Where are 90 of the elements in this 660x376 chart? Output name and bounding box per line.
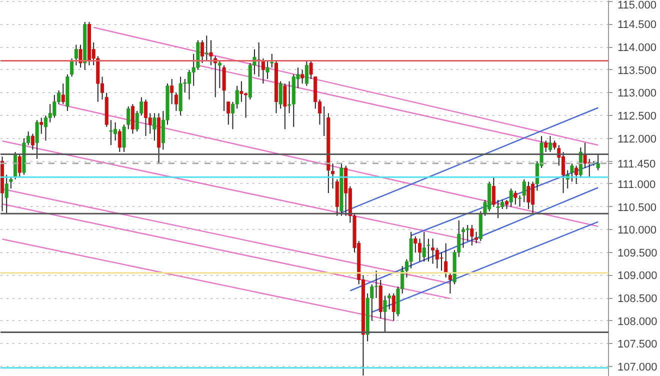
candlestick: [218, 60, 222, 89]
candlestick: [431, 238, 435, 264]
candlestick: [514, 190, 518, 205]
y-tick-label: 108.000: [618, 316, 658, 328]
y-tick-label: 111.000: [618, 178, 656, 191]
y-tick-label: 114.500: [618, 19, 656, 32]
candlestick: [61, 83, 65, 105]
candlestick: [504, 199, 509, 210]
candlestick: [414, 236, 418, 253]
candlestick: [309, 60, 313, 80]
candlestick: [548, 136, 552, 152]
candlestick: [552, 140, 556, 150]
candlestick: [322, 106, 326, 137]
y-tick-label: 113.500: [618, 64, 656, 77]
candlestick: [461, 226, 466, 248]
candlestick: [240, 80, 244, 102]
candlestick: [522, 178, 526, 203]
candlestick: [304, 60, 308, 86]
candlestick: [383, 295, 387, 333]
candlestick: [130, 104, 134, 134]
candlestick: [30, 133, 34, 150]
candlestick: [78, 44, 82, 68]
candlestick: [122, 124, 126, 152]
y-tick-label: 114.000: [618, 42, 656, 54]
y-tick-label: 107.000: [618, 361, 658, 374]
candlestick: [300, 69, 304, 84]
candlestick: [204, 35, 208, 62]
candlestick: [70, 58, 74, 78]
y-tick-label: 109.500: [618, 247, 658, 260]
y-tick-label: 107.500: [618, 338, 658, 351]
candlestick: [440, 252, 444, 272]
candlestick: [574, 165, 578, 184]
candlestick: [330, 162, 335, 189]
candlestick: [561, 151, 566, 194]
candlestick: [509, 188, 513, 208]
y-tick-label: 113.000: [618, 88, 656, 100]
candlestick: [187, 69, 192, 100]
candlestick: [474, 231, 478, 244]
candlestick: [544, 140, 548, 152]
candlestick: [448, 272, 452, 294]
ref-line-label: 111.450: [618, 158, 656, 170]
candlestick: [118, 128, 122, 152]
y-tick-label: 109.000: [618, 270, 658, 282]
candlestick: [144, 99, 148, 137]
candlestick: [174, 92, 178, 112]
candlestick: [235, 85, 239, 110]
candlestick: [9, 176, 13, 189]
candlestick: [496, 199, 500, 219]
candlestick: [418, 238, 422, 262]
candlestick: [492, 176, 496, 208]
candlestick: [392, 292, 396, 322]
candlestick: [200, 40, 204, 64]
candlestick: [74, 44, 78, 66]
candlestick: [409, 231, 413, 269]
candlestick: [278, 80, 282, 110]
candlestick: [266, 60, 270, 80]
candlestick: [35, 120, 39, 160]
candlestick: [222, 64, 226, 112]
candlestick: [152, 112, 156, 142]
candlestick: [518, 194, 522, 208]
candlestick: [374, 270, 378, 299]
candlestick: [18, 154, 22, 178]
candlestick: [426, 238, 430, 262]
y-tick-label: 112.500: [618, 110, 656, 122]
candlestick: [466, 224, 470, 242]
candlestick: [570, 162, 574, 182]
candlestick: [4, 174, 8, 214]
candlestick: [126, 106, 130, 130]
candlestick: [261, 58, 265, 84]
candlestick: [470, 224, 474, 246]
candlestick: [526, 181, 530, 210]
candlestick: [583, 142, 587, 168]
candlestick: [288, 80, 292, 114]
candlestick: [388, 292, 392, 310]
candlestick: [283, 83, 287, 130]
candlestick: [444, 242, 448, 278]
candlestick: [109, 120, 113, 146]
candlestick: [170, 78, 174, 105]
y-tick-label: 108.500: [618, 293, 658, 306]
y-tick-label: 112.000: [618, 133, 656, 146]
candlestick: [226, 101, 230, 126]
candlestick: [422, 231, 426, 262]
y-tick-label: 110.500: [618, 202, 656, 214]
y-tick-label: 115.000: [618, 0, 656, 12]
candlestick: [40, 117, 44, 134]
candlestick: [44, 114, 48, 142]
candlestick: [270, 53, 274, 68]
candlestick: [209, 40, 213, 66]
y-tick-label: 110.000: [618, 224, 656, 237]
candlestick: [596, 154, 600, 171]
